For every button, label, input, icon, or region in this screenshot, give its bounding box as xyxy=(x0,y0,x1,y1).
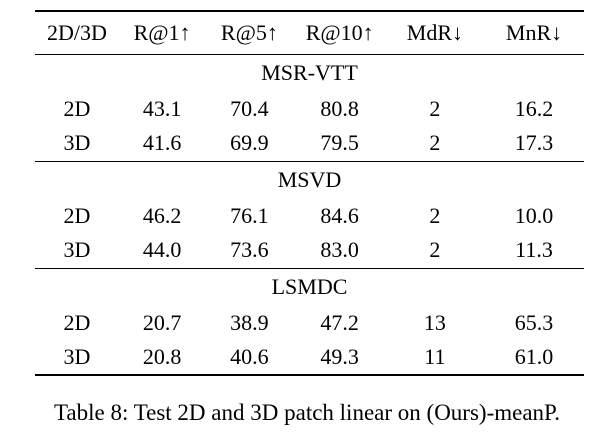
column-header-mdr: MdR↓ xyxy=(406,19,464,45)
table-cell: 10.0 xyxy=(514,202,554,228)
section-title-msr-vtt: MSR-VTT xyxy=(261,59,358,85)
section-msr-vtt: MSR-VTT 2D 43.1 70.4 80.8 2 16.2 3D 41.6… xyxy=(35,54,584,161)
table-row-msvd-3d: 3D 44.0 73.6 83.0 2 11.3 xyxy=(35,233,584,268)
section-title-msvd: MSVD xyxy=(277,166,342,192)
results-table: 2D/3D R@1↑ R@5↑ R@10↑ MdR↓ MnR↓ MSR-VTT … xyxy=(35,10,584,376)
table-cell: 11.3 xyxy=(515,237,553,263)
table-header: 2D/3D R@1↑ R@5↑ R@10↑ MdR↓ MnR↓ xyxy=(35,11,584,54)
table-cell: 83.0 xyxy=(320,237,359,263)
table-cell: 2D xyxy=(63,95,91,121)
column-header-r1: R@1↑ xyxy=(133,19,191,45)
section-header-row: MSR-VTT xyxy=(35,54,584,91)
table-cell: 70.4 xyxy=(230,95,269,121)
table-cell: 69.9 xyxy=(230,130,269,156)
table-cell: 3D xyxy=(63,237,91,263)
table-row-msvd-2d: 2D 46.2 76.1 84.6 2 10.0 xyxy=(35,198,584,233)
table-header-row: 2D/3D R@1↑ R@5↑ R@10↑ MdR↓ MnR↓ xyxy=(35,11,584,54)
table-cell: 16.2 xyxy=(514,95,554,121)
section-lsmdc: LSMDC 2D 20.7 38.9 47.2 13 65.3 3D 20.8 … xyxy=(35,268,584,375)
table-row-msrvtt-3d: 3D 41.6 69.9 79.5 2 17.3 xyxy=(35,126,584,161)
table-cell: 79.5 xyxy=(320,130,359,156)
table-cell: 13 xyxy=(423,309,446,335)
table-cell: 17.3 xyxy=(514,130,554,156)
table-cell: 84.6 xyxy=(320,202,359,228)
table-caption: Table 8: Test 2D and 3D patch linear on … xyxy=(53,400,561,425)
column-header-r5: R@5↑ xyxy=(220,19,278,45)
table-cell: 11 xyxy=(424,344,446,369)
table-cell: 80.8 xyxy=(320,95,359,121)
section-header-row: LSMDC xyxy=(35,268,584,305)
table-cell: 65.3 xyxy=(514,309,554,335)
table-cell: 76.1 xyxy=(230,202,269,228)
table-row-msrvtt-2d: 2D 43.1 70.4 80.8 2 16.2 xyxy=(35,91,584,126)
table-cell: 46.2 xyxy=(142,202,182,228)
table-cell: 49.3 xyxy=(320,344,359,369)
table-cell: 2 xyxy=(429,130,441,156)
table-cell: 20.8 xyxy=(142,344,182,369)
table-cell: 3D xyxy=(63,130,91,156)
table-row-lsmdc-3d: 3D 20.8 40.6 49.3 11 61.0 xyxy=(35,340,584,375)
table-cell: 2D xyxy=(63,309,91,335)
table-cell: 2D xyxy=(63,202,91,228)
table-cell: 43.1 xyxy=(142,95,182,121)
table-cell: 38.9 xyxy=(230,309,269,335)
table-cell: 61.0 xyxy=(514,344,554,369)
table-cell: 44.0 xyxy=(142,237,182,263)
section-msvd: MSVD 2D 46.2 76.1 84.6 2 10.0 3D 44.0 73… xyxy=(35,161,584,268)
column-header-mnr: MnR↓ xyxy=(505,19,563,45)
column-header-r10: R@10↑ xyxy=(305,19,374,45)
table-cell: 73.6 xyxy=(230,237,269,263)
section-header-row: MSVD xyxy=(35,161,584,198)
table-cell: 40.6 xyxy=(230,344,269,369)
section-title-lsmdc: LSMDC xyxy=(271,273,348,299)
table-cell: 3D xyxy=(63,344,91,369)
table-cell: 2 xyxy=(429,95,441,121)
table-cell: 2 xyxy=(429,202,441,228)
column-header-2d3d: 2D/3D xyxy=(47,19,107,45)
table-cell: 20.7 xyxy=(142,309,182,335)
table-cell: 47.2 xyxy=(320,309,359,335)
table-row-lsmdc-2d: 2D 20.7 38.9 47.2 13 65.3 xyxy=(35,305,584,340)
table-cell: 41.6 xyxy=(142,130,182,156)
table-cell: 2 xyxy=(429,237,441,263)
